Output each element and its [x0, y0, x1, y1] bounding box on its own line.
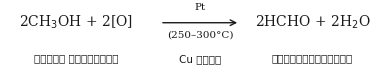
- Text: फॉर्मिल्डहाइड: फॉर्मिल्डहाइड: [272, 53, 353, 63]
- Text: 2CH$_3$OH + 2[O]: 2CH$_3$OH + 2[O]: [19, 14, 133, 31]
- Text: Cu चूण्: Cu चूण्: [179, 55, 221, 65]
- Text: 2HCHO + 2H$_2$O: 2HCHO + 2H$_2$O: [255, 14, 370, 31]
- Text: Pt: Pt: [194, 3, 206, 12]
- Text: मेथिल एल्कोहॉल: मेथिल एल्कोहॉल: [34, 53, 118, 63]
- Text: (250–300°C): (250–300°C): [167, 31, 233, 40]
